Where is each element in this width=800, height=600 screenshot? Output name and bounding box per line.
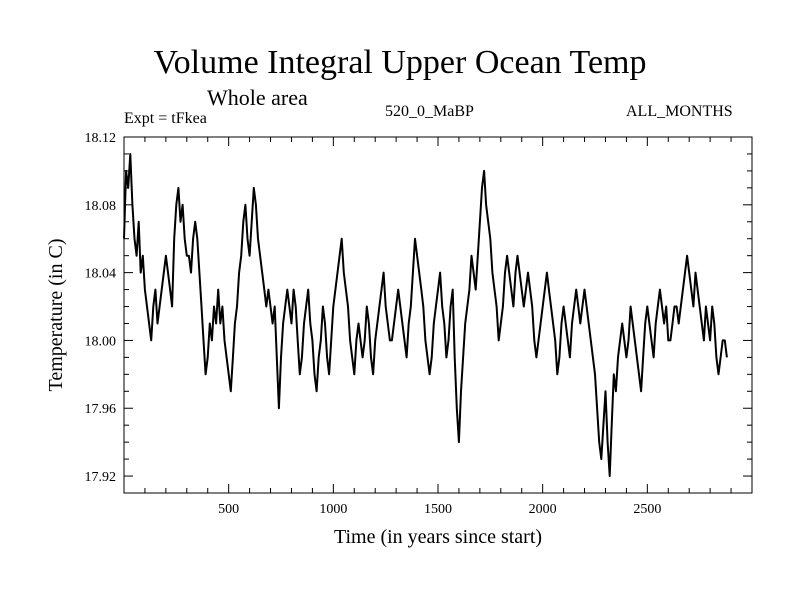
chart-subtitle: Whole area bbox=[207, 85, 308, 110]
x-tick-label: 500 bbox=[218, 502, 239, 517]
x-tick-label: 2000 bbox=[529, 502, 557, 517]
x-tick-label: 2500 bbox=[633, 502, 661, 517]
y-tick-label: 18.00 bbox=[85, 334, 117, 349]
y-tick-label: 18.04 bbox=[85, 267, 117, 282]
x-tick-label: 1500 bbox=[424, 502, 452, 517]
x-tick-label: 1000 bbox=[319, 502, 347, 517]
y-axis-label: Temperature (in C) bbox=[45, 239, 67, 392]
chart-title: Volume Integral Upper Ocean Temp bbox=[153, 44, 647, 81]
plot-frame bbox=[123, 136, 753, 494]
tick-labels: 500 1000 1500 2000 2500 17.92 17.96 18.00 18.04 1… bbox=[85, 131, 662, 517]
months-label: ALL_MONTHS bbox=[626, 103, 733, 120]
x-axis-label: Time (in years since start) bbox=[334, 526, 542, 548]
y-tick-label: 17.96 bbox=[85, 402, 117, 417]
y-tick-label: 18.08 bbox=[85, 199, 117, 214]
period-label: 520_0_MaBP bbox=[385, 103, 474, 120]
y-tick-label: 18.12 bbox=[85, 131, 117, 146]
y-tick-label: 17.92 bbox=[85, 470, 117, 485]
axis-ticks bbox=[124, 136, 752, 494]
series-line bbox=[123, 153, 728, 477]
experiment-label: Expt = tFkea bbox=[124, 110, 207, 127]
